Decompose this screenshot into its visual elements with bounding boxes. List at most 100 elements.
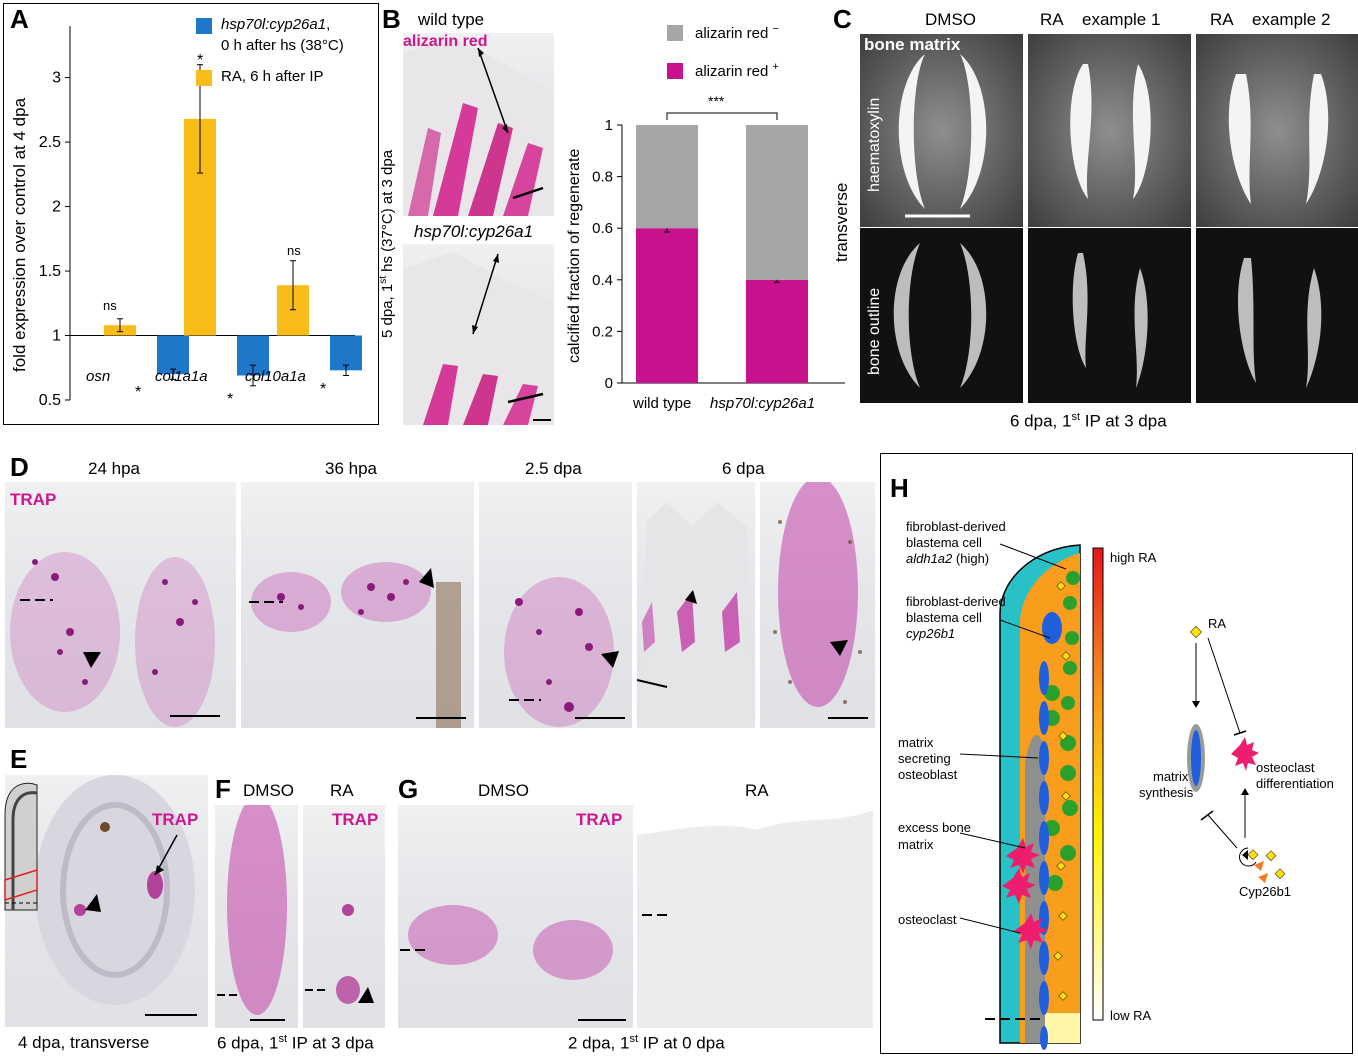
h-matrix-synthesis-l1: matrix: [1153, 769, 1189, 784]
annotation-star-3: *: [227, 391, 234, 408]
panel-a-label: A: [10, 4, 29, 34]
c-outline-ra-2: [1196, 228, 1358, 403]
h-low-ra: low RA: [1110, 1008, 1152, 1023]
d-image-3: [479, 482, 632, 728]
f-col-ra: RA: [330, 781, 354, 800]
annotation-star-4: *: [320, 381, 327, 398]
c-side-label: transverse: [832, 182, 851, 262]
c-bone-matrix-label: bone matrix: [864, 35, 961, 54]
b-side-label: 5 dpa, 1st hs (37°C) at 3 dpa: [378, 149, 396, 338]
d-image-1: [5, 482, 236, 728]
h-ra: RA: [1208, 616, 1227, 631]
annotation-star-1: *: [135, 384, 142, 401]
c-col-ra-1: RA: [1040, 10, 1064, 29]
b-sig-label: ***: [708, 93, 725, 109]
h-excess-l1: excess bone: [898, 820, 971, 835]
b-ytick-label: 0.2: [592, 323, 613, 340]
b-legend-pos-label: alizarin red +: [695, 61, 779, 80]
d-image-2: [241, 482, 474, 728]
c-haem-ra-2: [1196, 34, 1358, 227]
d-time-2: 36 hpa: [325, 459, 377, 478]
h-oc-diff-l1: osteoclast: [1256, 760, 1315, 775]
panel-f-label: F: [215, 774, 231, 804]
c-row2-label: bone outline: [866, 287, 883, 375]
legend-blue-swatch: [196, 18, 212, 34]
annotation-ns-2: ns: [287, 243, 301, 258]
d-image-5: [760, 482, 875, 728]
b-ytick-label: 0: [605, 375, 613, 392]
b-ytick-label: 0.8: [592, 169, 613, 186]
panel-h-label: H: [890, 473, 909, 503]
c-col-example-2: example 2: [1252, 10, 1331, 29]
legend-blue-label-2: 0 h after hs (38°C): [221, 37, 344, 54]
c-haem-dmso: [860, 34, 1023, 227]
a-bar: [330, 335, 362, 371]
h-osteoblast-l3: osteoblast: [898, 767, 958, 782]
c-caption: 6 dpa, 1st IP at 3 dpa: [1010, 411, 1167, 431]
panel-a-frame: [3, 3, 379, 425]
h-osteoblast-l2: secreting: [898, 751, 951, 766]
panel-d-label: D: [10, 452, 29, 482]
b-stack-segment: [746, 125, 808, 280]
annotation-ns-1: ns: [103, 298, 117, 313]
h-oc-diff-l2: differentiation: [1256, 776, 1334, 791]
e-inset-fin-icon: [4, 782, 38, 911]
b-ytick-label: 0.6: [592, 220, 613, 237]
gene-label-osn: osn: [86, 368, 111, 385]
a-bar: [157, 335, 189, 375]
d-time-3: 2.5 dpa: [525, 459, 582, 478]
h-cell1-l2: blastema cell: [906, 535, 982, 550]
g-stain-label: TRAP: [576, 810, 623, 829]
b-stack-segment: [746, 279, 808, 383]
f-stain-label: TRAP: [332, 810, 379, 829]
c-col-dmso: DMSO: [925, 10, 976, 29]
chart-a: 0.5 1 1.5 2 2.5 3: [39, 26, 362, 409]
b-legend-pos-swatch: [667, 63, 683, 79]
b-mutant-image: [403, 244, 554, 425]
c-row1-label: haematoxylin: [866, 97, 883, 192]
b-ylabel: calcified fraction of regenerate: [566, 148, 583, 363]
a-ytick-label: 2: [52, 199, 61, 216]
b-ytick-label: 1: [605, 117, 613, 134]
f-image-dmso: [215, 805, 298, 1028]
b-wt-title: wild type: [418, 10, 485, 29]
b-cat-mutant: hsp70l:cyp26a1: [710, 395, 816, 412]
chart-b: 0 0.2 0.4 0.6 0.8 1: [592, 112, 845, 392]
b-legend-neg-label: alizarin red −: [695, 23, 779, 42]
c-haem-ra-1: [1028, 34, 1191, 227]
g-caption: 2 dpa, 1st IP at 0 dpa: [568, 1033, 725, 1053]
d-stain-label: TRAP: [10, 490, 57, 509]
legend-yellow-swatch: [196, 70, 212, 86]
c-col-ra-2: RA: [1210, 10, 1234, 29]
d-time-1: 24 hpa: [88, 459, 140, 478]
b-sig-bracket: [666, 112, 778, 120]
g-col-ra: RA: [745, 781, 769, 800]
panel-e-label: E: [10, 744, 28, 774]
d-image-4: [637, 482, 755, 728]
e-stain-label: TRAP: [152, 810, 199, 829]
h-matrix-synthesis-l2: synthesis: [1139, 785, 1194, 800]
a-ytick-label: 3: [52, 70, 61, 87]
h-high-ra: high RA: [1110, 550, 1157, 565]
g-col-dmso: DMSO: [478, 781, 529, 800]
h-cell2-l1: fibroblast-derived: [906, 594, 1006, 609]
c-outline-ra-1: [1028, 228, 1191, 403]
f-image-ra: [303, 805, 385, 1028]
h-excess-l2: matrix: [898, 837, 934, 852]
f-caption: 6 dpa, 1st IP at 3 dpa: [217, 1033, 374, 1053]
b-cat-wt: wild type: [633, 395, 692, 412]
a-ytick-label: 2.5: [39, 134, 61, 151]
g-image-dmso: [398, 805, 633, 1028]
b-ytick-label: 0.4: [592, 272, 613, 289]
h-cyp: Cyp26b1: [1239, 884, 1292, 899]
e-caption: 4 dpa, transverse: [18, 1033, 150, 1052]
c-outline-dmso: [860, 228, 1023, 403]
b-stack-segment: [636, 228, 698, 383]
b-stack-segment: [636, 125, 698, 229]
legend-yellow-label: RA, 6 h after IP: [221, 68, 324, 85]
panel-g-label: G: [398, 774, 419, 804]
a-ytick-label: 0.5: [39, 392, 61, 409]
c-col-example-1: example 1: [1082, 10, 1161, 29]
h-cell1-l1: fibroblast-derived: [906, 519, 1006, 534]
f-col-dmso: DMSO: [243, 781, 294, 800]
